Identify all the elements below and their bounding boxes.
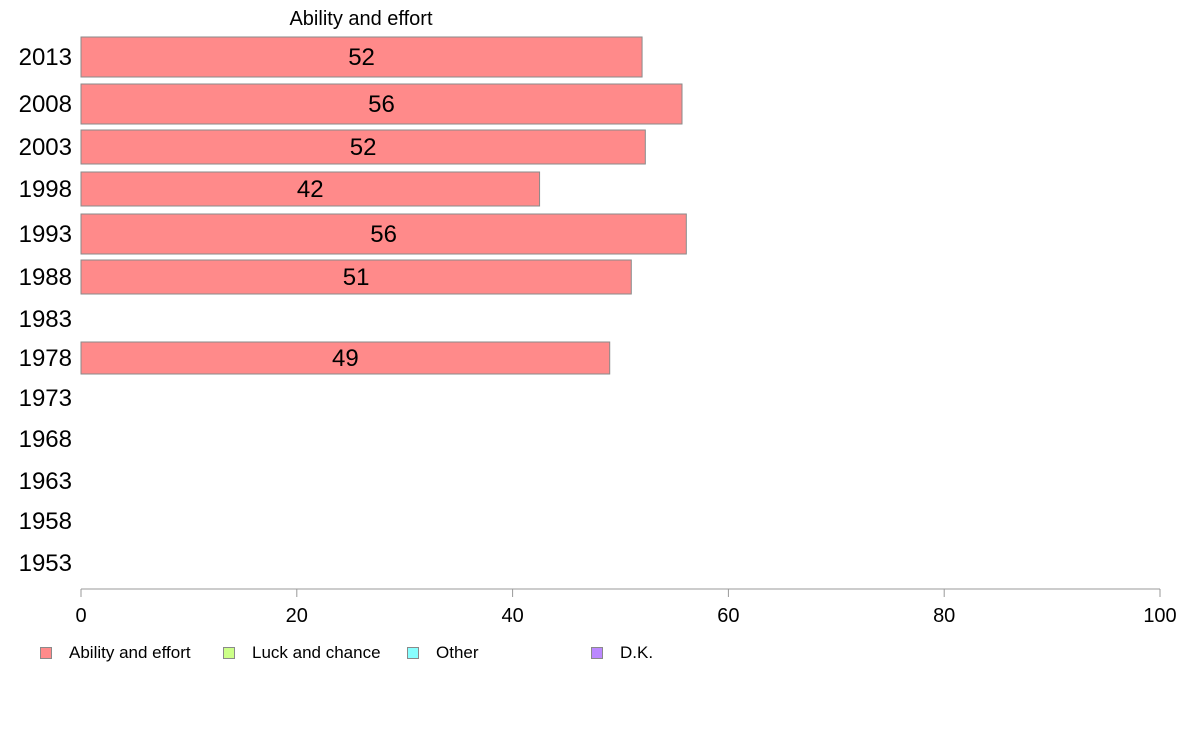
x-tick-label-20: 20 [286, 605, 308, 627]
x-tick-label-40: 40 [501, 605, 523, 627]
category-label-1963: 1963 [19, 468, 72, 495]
bar-2008 [80, 83, 683, 125]
legend-label: Other [436, 643, 479, 662]
legend-item-other: Other [407, 643, 479, 663]
bar-chart: Ability and effort 2013 2008 2003 1998 1993 1… [19, 8, 1177, 627]
legend-label: Ability and effort [69, 643, 191, 662]
legend-swatch-ability-and-effort [40, 647, 52, 659]
bar-1993 [80, 213, 687, 255]
data-label-1978: 49 [332, 345, 359, 372]
category-label-1978: 1978 [19, 345, 72, 372]
category-label-2013: 2013 [19, 44, 72, 71]
data-label-1998: 42 [297, 176, 324, 203]
legend-swatch-other [407, 647, 419, 659]
category-label-1953: 1953 [19, 550, 72, 577]
data-label-2003: 52 [350, 134, 377, 161]
category-label-2003: 2003 [19, 134, 72, 161]
category-label-2008: 2008 [19, 91, 72, 118]
x-tick-label-100: 100 [1143, 605, 1176, 627]
legend-swatch-luck-and-chance [223, 647, 235, 659]
category-label-1993: 1993 [19, 221, 72, 248]
data-label-2008: 56 [368, 91, 395, 118]
legend-label: Luck and chance [252, 643, 381, 662]
bar-1988 [80, 259, 632, 295]
bar-2003 [80, 129, 646, 165]
legend-item-dk: D.K. [591, 643, 653, 663]
legend-item-ability-and-effort: Ability and effort [40, 643, 191, 663]
legend-label: D.K. [620, 643, 654, 662]
category-label-1998: 1998 [19, 176, 72, 203]
bar-2013 [80, 36, 643, 78]
category-label-1973: 1973 [19, 385, 72, 412]
category-label-1958: 1958 [19, 508, 72, 535]
chart-title: Ability and effort [289, 8, 432, 30]
data-label-1988: 51 [343, 264, 370, 291]
legend-item-luck-and-chance: Luck and chance [223, 643, 381, 663]
x-tick-label-80: 80 [933, 605, 955, 627]
data-label-2013: 52 [348, 44, 375, 71]
data-label-1993: 56 [370, 221, 397, 248]
legend-swatch-dk [591, 647, 603, 659]
bar-1978 [80, 341, 611, 375]
bar-1998 [80, 171, 541, 207]
category-label-1983: 1983 [19, 306, 72, 333]
category-label-1968: 1968 [19, 426, 72, 453]
category-label-1988: 1988 [19, 264, 72, 291]
x-tick-label-60: 60 [717, 605, 739, 627]
x-tick-label-0: 0 [75, 605, 86, 627]
